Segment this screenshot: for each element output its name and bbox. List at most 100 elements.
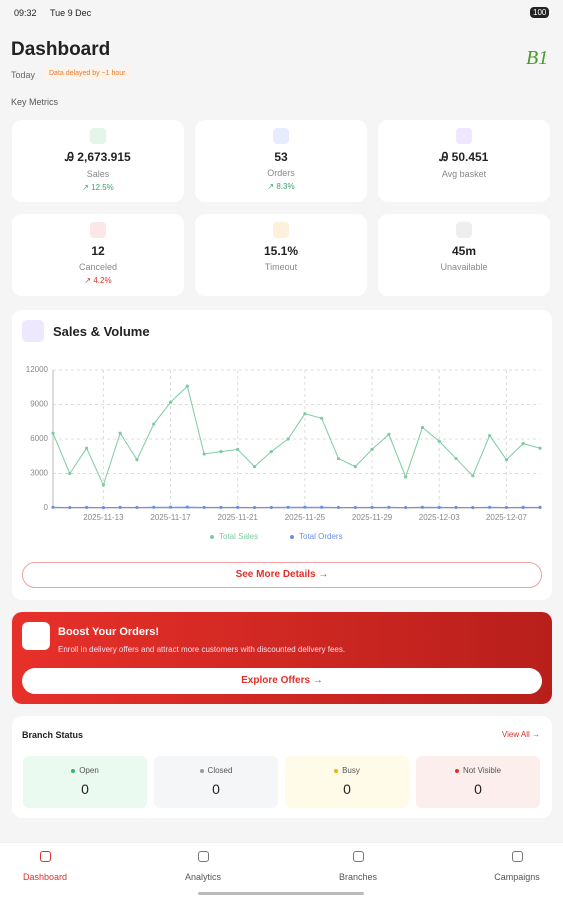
nav-icon[interactable] [198, 851, 209, 862]
y-tick-label: 3000 [30, 469, 48, 478]
data-point [286, 505, 290, 509]
data-point [336, 505, 341, 510]
metric-card: 15.1% Timeout [195, 214, 367, 296]
metric-icon [273, 128, 289, 144]
data-point [488, 505, 492, 509]
data-point [68, 505, 72, 510]
metric-icon [273, 222, 289, 238]
metric-icon [90, 222, 106, 238]
data-point [521, 442, 525, 446]
status-count: 0 [81, 781, 89, 797]
metric-value: 12 [91, 244, 105, 258]
x-tick-label: 2025-12-03 [419, 513, 460, 522]
data-point [252, 465, 257, 469]
metric-change: ↗ 4.2% [84, 276, 112, 285]
data-point [538, 505, 542, 509]
promo-title: Boost Your Orders! [58, 626, 160, 638]
data-point [51, 431, 55, 435]
nav-icon[interactable] [512, 851, 523, 862]
data-point [185, 505, 189, 509]
metric-icon [90, 128, 106, 144]
data-point [538, 446, 542, 450]
nav-item[interactable]: Dashboard [22, 872, 68, 882]
data-point [68, 471, 72, 476]
y-tick-label: 12000 [26, 365, 49, 374]
data-point [152, 422, 156, 426]
branch-status: Not Visible 0 [416, 756, 540, 808]
data-point [135, 505, 139, 510]
offers-label[interactable]: Explore Offers [241, 675, 311, 686]
battery: 100 [530, 7, 550, 18]
data-point [387, 505, 391, 509]
metric-label: Sales [86, 169, 110, 179]
logo: B1 [526, 47, 549, 69]
offers-button[interactable]: Explore Offers → [22, 668, 542, 694]
data-point [521, 505, 525, 509]
data-point [471, 474, 475, 478]
nav-item[interactable]: Analytics [184, 872, 221, 882]
data-point [286, 437, 290, 441]
promo-icon [22, 622, 50, 650]
data-point [504, 505, 509, 510]
status-dot [199, 768, 204, 773]
status-row: Open [23, 766, 147, 775]
data-point [420, 505, 425, 509]
data-point [471, 505, 475, 510]
metric-card: 45m Unavailable [378, 214, 550, 296]
data-point [269, 450, 273, 454]
data-point [236, 447, 240, 451]
metric-card: 53 Orders ↗ 8.3% [195, 120, 367, 202]
data-point [252, 505, 257, 510]
chart: 0 3000 6000 9000 12000 2025-11-13 2025-11-17 20… [26, 365, 542, 541]
details-button[interactable]: See More Details → [22, 562, 542, 588]
data-point [84, 505, 89, 510]
nav-icon[interactable] [40, 851, 51, 862]
status-count: 0 [343, 781, 351, 797]
data-point [303, 412, 307, 416]
page-title: Dashboard [11, 39, 111, 60]
bottom-nav [0, 842, 563, 900]
status-row: Busy [285, 766, 409, 775]
nav-item[interactable]: Branches [338, 872, 378, 882]
data-point [236, 505, 240, 509]
status-label: Closed [207, 766, 233, 775]
data-point [84, 446, 89, 450]
data-point [320, 505, 324, 509]
metric-value: 53 [274, 150, 288, 164]
data-point [420, 425, 425, 430]
data-point [454, 505, 458, 510]
data-point [101, 506, 105, 510]
view-all[interactable]: View All → [501, 730, 540, 739]
legend-marker [210, 535, 214, 539]
data-point [437, 505, 441, 509]
status-label: Open [79, 766, 99, 775]
metric-value: 45m [451, 244, 477, 258]
metric-value: Ꭿ 2,673.915 [65, 150, 131, 164]
status-dot [334, 768, 339, 773]
data-point [51, 505, 55, 509]
nav-item[interactable]: Campaigns [494, 872, 540, 882]
data-point [152, 505, 156, 509]
metric-label: Timeout [264, 262, 298, 272]
delay-notice: Data delayed by ~1 hour [44, 68, 131, 79]
data-point [135, 458, 139, 462]
data-point [353, 465, 357, 469]
chart-title: Sales & Volume [53, 324, 150, 339]
metric-icon [456, 128, 472, 144]
status-time: 09:32 [14, 8, 37, 18]
details-label[interactable]: See More Details [235, 569, 316, 580]
promo-text: Enroll in delivery offers and attract mo… [58, 645, 346, 654]
metric-card: Ꭿ 2,673.915 Sales ↗ 12.5% [12, 120, 184, 202]
data-point [303, 505, 307, 509]
data-point [504, 458, 509, 462]
status-label: Not Visible [462, 766, 502, 775]
data-point [219, 450, 223, 454]
metric-value: 15.1% [263, 244, 299, 258]
nav-icon[interactable] [353, 851, 364, 862]
data-point [387, 432, 391, 436]
metric-label: Avg basket [441, 169, 487, 179]
data-point [336, 456, 341, 461]
branch-status: Busy 0 [285, 756, 409, 808]
legend-label: Total Sales [219, 532, 258, 541]
legend-marker [290, 535, 294, 539]
